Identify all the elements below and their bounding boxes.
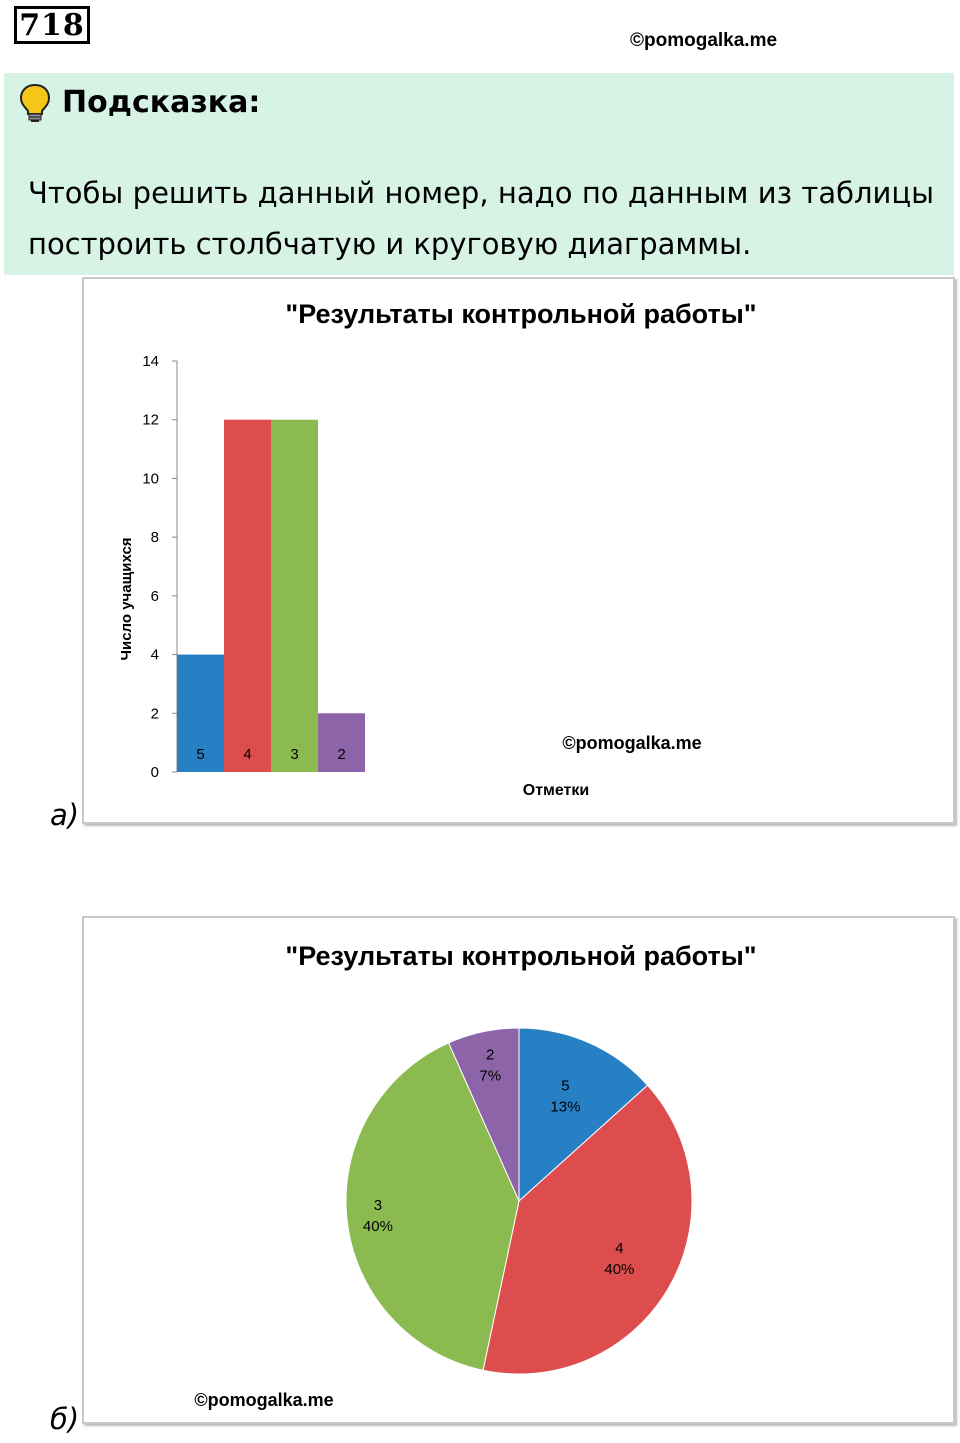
y-tick-label: 6 — [151, 588, 159, 605]
y-tick-label: 8 — [151, 529, 159, 546]
hint-box: Подсказка: Чтобы решить данный номер, на… — [4, 73, 954, 275]
pie-label-percent-5: 13% — [550, 1099, 580, 1116]
hint-text: Чтобы решить данный номер, надо по данны… — [28, 176, 934, 261]
bar-chart-frame: "Результаты контрольной работы" 0 2 4 6 8 10 12… — [82, 277, 955, 824]
bar-watermark: ©pomogalka.me — [562, 733, 701, 753]
pie-label-category-3: 3 — [374, 1197, 382, 1214]
pie-chart: "Результаты контрольной работы" 5 13% 4 40% 3… — [194, 941, 756, 1410]
bar-chart-title: "Результаты контрольной работы" — [285, 299, 756, 329]
bar-chart: "Результаты контрольной работы" 0 2 4 6 8 10 12… — [118, 299, 757, 799]
y-tick-label: 4 — [151, 647, 159, 664]
x-axis-label: Отметки — [523, 782, 589, 799]
pie-slice-grade-4 — [482, 1084, 693, 1375]
bar-label-3: 3 — [290, 746, 298, 763]
pie-watermark: ©pomogalka.me — [194, 1390, 333, 1410]
pie-label-category-4: 4 — [615, 1240, 623, 1257]
y-tick-label: 2 — [151, 705, 159, 722]
pie-label-percent-2: 7% — [479, 1068, 501, 1085]
bar-label-5: 5 — [196, 746, 204, 763]
y-tick-label: 12 — [142, 412, 159, 429]
part-b-label: б) — [50, 1402, 80, 1436]
bar-label-2: 2 — [337, 746, 345, 763]
y-tick-label: 14 — [142, 353, 159, 370]
y-tick-label: 10 — [142, 470, 159, 487]
pie-slice-grade-3 — [345, 1042, 520, 1371]
bar-grade-3 — [271, 419, 318, 772]
watermark-top: ©pomogalka.me — [630, 30, 778, 51]
bar-grade-5 — [177, 654, 224, 772]
pie-slice-grade-2 — [447, 1027, 520, 1202]
pie-chart-title: "Результаты контрольной работы" — [285, 941, 756, 971]
pie-label-category-5: 5 — [561, 1078, 569, 1095]
y-axis-label: Число учащихся — [118, 537, 135, 660]
bar-grade-4 — [224, 419, 271, 772]
bar-grade-2 — [318, 713, 365, 772]
pie-label-percent-4: 40% — [604, 1261, 634, 1278]
pie-chart-frame: "Результаты контрольной работы" 5 13% 4 40% 3… — [82, 916, 955, 1424]
hint-title: Подсказка: — [62, 85, 261, 120]
problem-number: 718 — [14, 6, 90, 44]
bar-label-4: 4 — [243, 746, 251, 763]
pie-slice-grade-5 — [518, 1027, 649, 1203]
y-tick-label: 0 — [151, 764, 159, 781]
pie-label-percent-3: 40% — [363, 1218, 393, 1235]
part-a-label: а) — [50, 798, 80, 832]
pie-label-category-2: 2 — [486, 1047, 494, 1064]
lightbulb-icon — [18, 83, 52, 127]
